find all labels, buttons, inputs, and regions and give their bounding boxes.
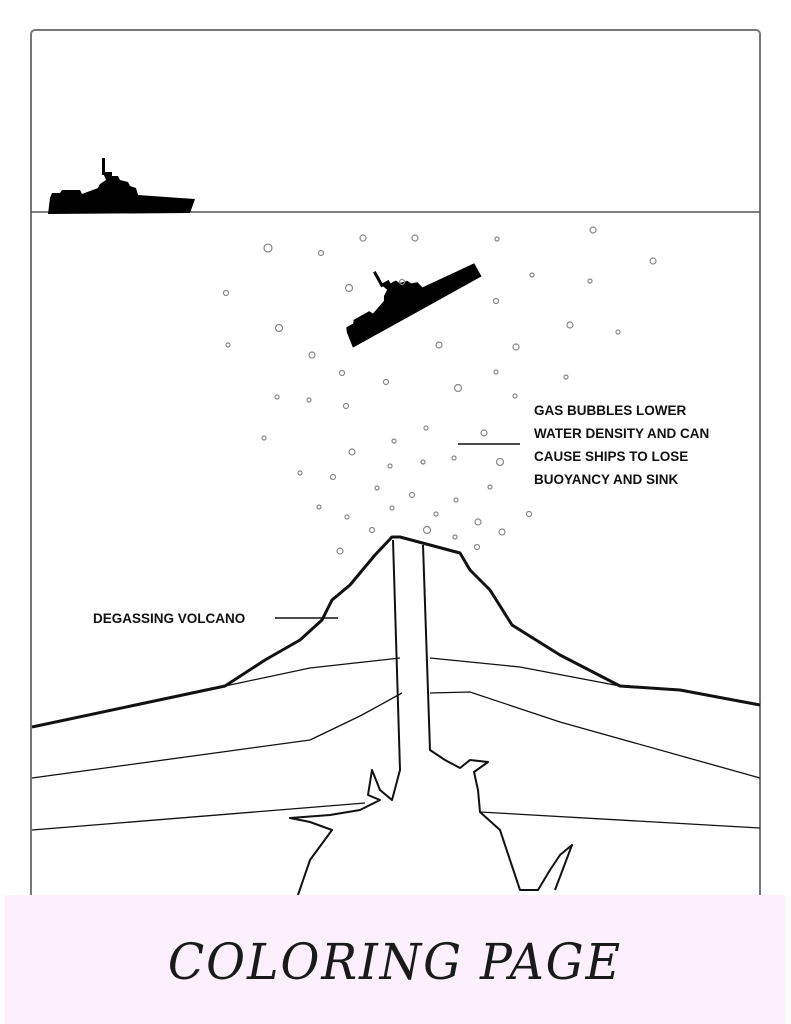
gas-bubble-icon [615,329,621,335]
gas-bubble-icon [344,514,350,520]
gas-bubble-icon [473,543,481,551]
gas-bubble-icon [494,236,500,242]
gas-bubble-icon [420,459,426,465]
gas-bubble-icon [435,341,443,349]
gas-bubble-icon [487,484,493,490]
gas-bubble-icon [274,394,280,400]
gas-bubble-icon [336,547,344,555]
gas-bubble-icon [342,402,350,410]
gas-bubble-icon [297,470,303,476]
gas-bubble-icon [348,448,356,456]
gas-bubble-icon [453,497,459,503]
gas-bubble-icon [308,351,316,359]
gas-bubble-icon [374,485,380,491]
gas-bubble-icon [452,534,458,540]
footer-title: COLORING PAGE [167,933,623,991]
gas-bubble-icon [391,438,397,444]
gas-bubble-icon [382,378,390,386]
volcano-label: DEGASSING VOLCANO [93,611,246,626]
gas-bubble-icon [587,278,593,284]
volcano-icon [31,535,761,896]
gas-label-line: WATER DENSITY AND CAN [534,426,710,441]
gas-bubble-icon [368,526,376,534]
sinking-ship-icon [346,263,482,348]
footer-banner: COLORING PAGE [5,895,785,1024]
gas-bubble-icon [422,525,432,535]
gas-bubble-icon [306,397,312,403]
gas-bubble-icon [423,425,429,431]
gas-bubble-icon [451,455,457,461]
gas-bubble-icon [433,511,439,517]
ship-icon [48,158,195,214]
gas-bubble-icon [474,518,482,526]
gas-bubble-icon [493,369,499,375]
gas-bubble-icon [261,435,267,441]
gas-bubble-icon [344,283,354,293]
gas-bubble-icon [411,234,419,242]
gas-bubble-icon [480,429,488,437]
gas-bubble-icon [512,343,520,351]
gas-bubble-icon [453,383,463,393]
gas-bubbles-label: GAS BUBBLES LOWER WATER DENSITY AND CAN … [534,399,709,491]
gas-bubble-icon [563,374,569,380]
gas-label-line: BUOYANCY AND SINK [534,472,679,487]
gas-bubble-icon [317,249,325,257]
gas-bubble-icon [492,297,500,305]
gas-bubble-icon [316,504,322,510]
gas-bubble-icon [329,473,337,481]
gas-bubble-icon [525,510,533,518]
gas-bubble-icon [387,463,393,469]
gas-bubble-icon [263,243,273,253]
gas-bubble-icon [649,257,657,265]
gas-bubble-icon [222,289,230,297]
gas-bubble-icon [274,323,284,333]
gas-bubbles [222,226,657,555]
gas-bubble-icon [408,491,416,499]
gas-bubble-icon [512,393,518,399]
gas-bubble-icon [398,278,406,286]
gas-bubble-icon [498,528,506,536]
gas-bubble-icon [495,457,505,467]
gas-bubble-icon [225,342,231,348]
gas-bubble-icon [529,272,535,278]
gas-bubble-icon [566,321,574,329]
gas-bubble-icon [359,234,367,242]
gas-bubble-icon [589,226,597,234]
gas-label-line: CAUSE SHIPS TO LOSE [534,449,689,464]
gas-bubble-icon [338,369,346,377]
gas-bubble-icon [389,505,395,511]
gas-label-line: GAS BUBBLES LOWER [534,403,687,418]
